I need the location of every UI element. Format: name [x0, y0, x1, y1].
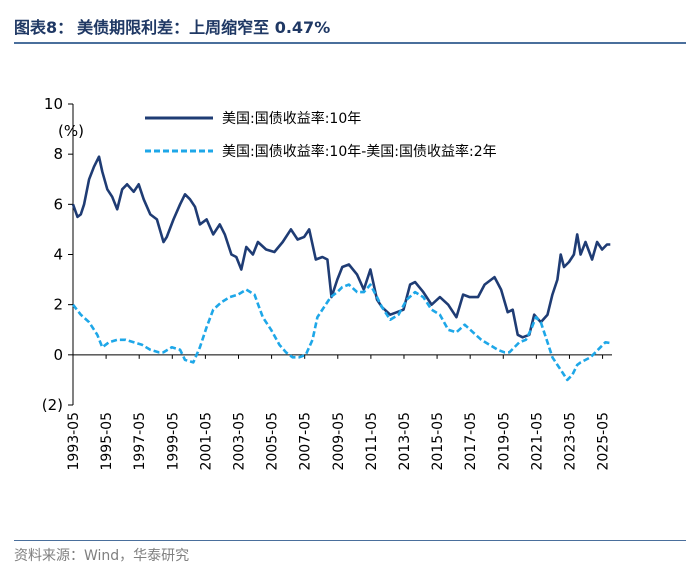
chart-title: 美债期限利差：上周缩窄至 0.47% — [77, 18, 331, 37]
legend-label-10y: 美国:国债收益率:10年 — [222, 110, 361, 127]
x-tick-label: 2025-05 — [596, 412, 612, 471]
y-tick-label: 10 — [44, 95, 63, 113]
legend-label-spread: 美国:国债收益率:10年-美国:国债收益率:2年 — [222, 143, 497, 160]
x-tick-label: 2001-05 — [198, 412, 214, 471]
source-note: 资料来源：Wind，华泰研究 — [14, 540, 686, 565]
x-tick-label: 2017-05 — [463, 412, 479, 471]
y-axis-unit-label: (%) — [58, 122, 84, 140]
series-layer — [71, 155, 611, 382]
x-tick-label: 2003-05 — [231, 412, 247, 471]
x-tick-label: 2009-05 — [331, 412, 347, 471]
y-tick-label: 0 — [53, 346, 63, 364]
x-tick-label: 2011-05 — [364, 412, 380, 471]
x-tick-label: 2005-05 — [265, 412, 281, 471]
x-tick-label: 1997-05 — [132, 412, 148, 471]
y-axis-ticks: 10 8 6 4 2 0 (2) — [42, 95, 73, 414]
x-tick-label: 1993-05 — [66, 412, 82, 471]
x-tick-label: 2023-05 — [562, 412, 578, 471]
x-tick-label: 2015-05 — [430, 412, 446, 471]
y-tick-label: 6 — [53, 195, 63, 213]
x-axis-ticks: 1993-05 1995-05 1997-05 1999-05 2001-05 2003-… — [66, 354, 612, 471]
x-tick-label: 1995-05 — [99, 412, 115, 471]
x-tick-label: 2007-05 — [298, 412, 314, 471]
series-line-10y-2y-spread — [71, 283, 611, 382]
x-tick-label: 2019-05 — [496, 412, 512, 471]
y-tick-label: 2 — [53, 296, 63, 314]
x-tick-label: 2021-05 — [529, 412, 545, 471]
title-bar: 图表8： 美债期限利差：上周缩窄至 0.47% — [14, 14, 686, 44]
y-tick-label: 4 — [53, 246, 63, 264]
figure-label: 图表8： — [14, 18, 74, 37]
x-tick-label: 1999-05 — [165, 412, 181, 471]
y-tick-label: (2) — [42, 396, 63, 414]
y-tick-label: 8 — [53, 145, 63, 163]
series-line-10y-yield — [71, 155, 611, 339]
x-tick-label: 2013-05 — [397, 412, 413, 471]
